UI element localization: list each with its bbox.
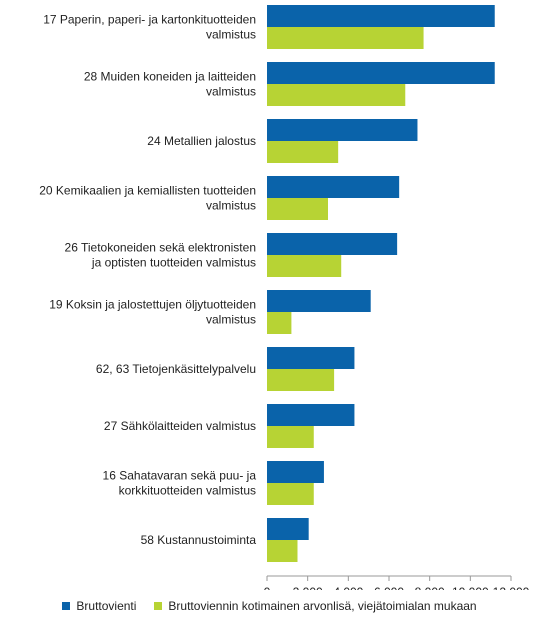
bar-series-1-cat-8 <box>267 404 355 426</box>
x-axis-ticks: 0 2 000 4 000 6 000 8 000 10 000 12 000 <box>264 576 530 590</box>
bar-series-2-cat-1 <box>267 27 424 49</box>
legend-item-series-1: Bruttovienti <box>62 599 136 613</box>
bar-series-1-cat-6 <box>267 290 371 312</box>
bar-series-1-cat-2 <box>267 62 495 84</box>
bar-series-2-cat-2 <box>267 84 406 106</box>
category-label: 26 Tietokoneiden sekä elektronisten ja op… <box>65 241 256 270</box>
bar-chart: 17 Paperin, paperi- ja kartonkituotteide… <box>39 5 530 590</box>
bar-series-2-cat-9 <box>267 483 314 505</box>
bar-series-1-cat-10 <box>267 518 309 540</box>
x-tick-label: 4 000 <box>333 585 363 590</box>
bar-series-1-cat-5 <box>267 233 398 255</box>
category-label: 27 Sähkölaitteiden valmistus <box>104 419 256 433</box>
bar-series-2-cat-10 <box>267 540 298 562</box>
x-tick-label: 8 000 <box>415 585 445 590</box>
category-labels: 17 Paperin, paperi- ja kartonkituotteide… <box>39 13 256 548</box>
x-tick-label: 10 000 <box>452 585 489 590</box>
category-label: 62, 63 Tietojenkäsittelypalvelu <box>96 362 256 376</box>
bar-series-1-cat-3 <box>267 119 418 141</box>
bar-series-2-cat-6 <box>267 312 292 334</box>
bar-series-2-cat-5 <box>267 255 342 277</box>
x-tick-label: 2 000 <box>293 585 323 590</box>
legend-label-series-2: Bruttoviennin kotimainen arvonlisä, viej… <box>168 599 477 613</box>
bar-series-2-cat-3 <box>267 141 339 163</box>
bar-series-1-cat-4 <box>267 176 400 198</box>
legend-swatch-series-1 <box>62 602 71 610</box>
legend: Bruttovienti Bruttoviennin kotimainen ar… <box>0 596 539 616</box>
legend-label-series-1: Bruttovienti <box>76 599 137 613</box>
x-tick-label: 12 000 <box>493 585 530 590</box>
category-label: 17 Paperin, paperi- ja kartonkituotteide… <box>43 13 256 42</box>
legend-swatch-series-2 <box>154 602 163 610</box>
category-label: 19 Koksin ja jalostettujen öljytuotteide… <box>49 298 256 327</box>
category-label: 58 Kustannustoiminta <box>141 533 257 547</box>
bars-group <box>267 5 495 562</box>
bar-series-2-cat-7 <box>267 369 335 391</box>
category-label: 16 Sahatavaran sekä puu- ja korkkituottei… <box>103 469 257 498</box>
category-label: 20 Kemikaalien ja kemiallisten tuotteide… <box>39 184 256 213</box>
bar-series-2-cat-4 <box>267 198 328 220</box>
bar-series-1-cat-7 <box>267 347 355 369</box>
legend-item-series-2: Bruttoviennin kotimainen arvonlisä, viej… <box>154 599 477 613</box>
x-tick-label: 0 <box>264 585 271 590</box>
x-tick-label: 6 000 <box>374 585 404 590</box>
category-label: 28 Muiden koneiden ja laitteiden valmistu… <box>84 70 256 99</box>
category-label: 24 Metallien jalostus <box>147 134 256 148</box>
bar-series-1-cat-1 <box>267 5 495 27</box>
bar-series-2-cat-8 <box>267 426 314 448</box>
bar-series-1-cat-9 <box>267 461 324 483</box>
